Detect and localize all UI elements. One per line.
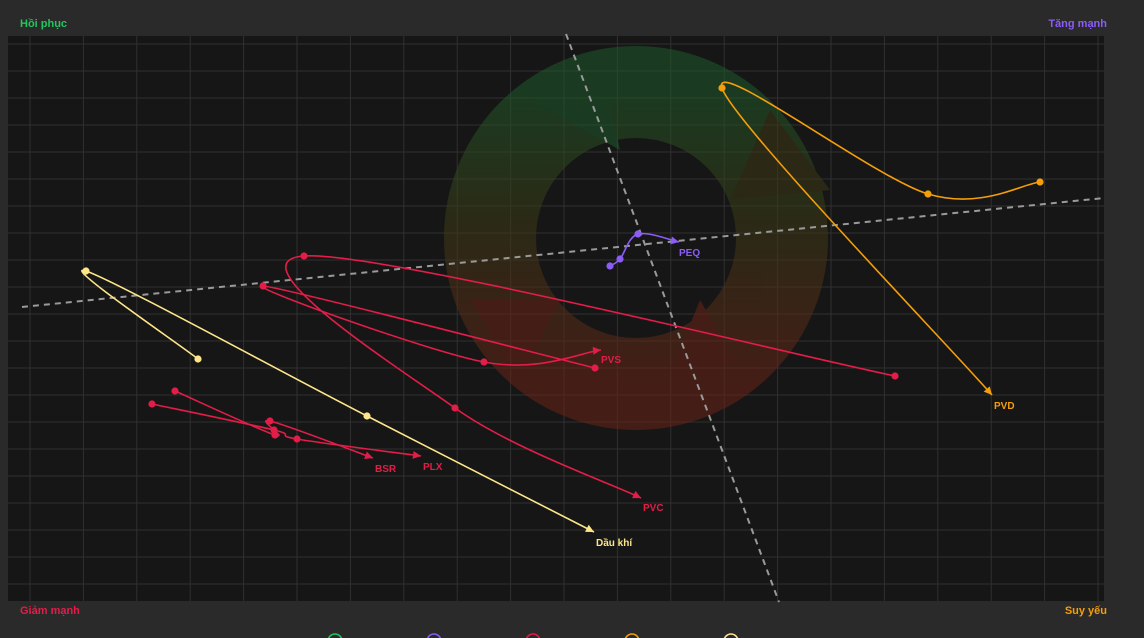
legend-marker[interactable] xyxy=(624,633,640,638)
series-trails: PVD PEQ PVS PVC BSR PLX Dầu khí xyxy=(81,81,1044,549)
series-line-dau-khi xyxy=(81,269,595,533)
series-arrowhead xyxy=(632,490,641,499)
quadrant-label-top-left: Hồi phục xyxy=(20,18,67,30)
legend-marker[interactable] xyxy=(426,633,442,638)
data-point[interactable] xyxy=(616,255,624,263)
series-line-peq xyxy=(609,232,680,267)
data-point[interactable] xyxy=(259,282,267,290)
data-point[interactable] xyxy=(171,387,179,395)
quadrant-label-bottom-right: Suy yếu xyxy=(1065,605,1107,617)
series-dau-khi: Dầu khí xyxy=(81,267,633,549)
quadrant-label-top-right: Tăng mạnh xyxy=(1048,18,1107,30)
series-line-pvc xyxy=(285,255,896,499)
data-point[interactable] xyxy=(293,435,301,443)
series-label: Dầu khí xyxy=(596,537,633,549)
data-point[interactable] xyxy=(300,252,308,260)
series-label: PVS xyxy=(601,355,621,366)
cycle-arrow-icon xyxy=(444,46,830,430)
data-point[interactable] xyxy=(718,84,726,92)
data-point[interactable] xyxy=(634,230,642,238)
data-point[interactable] xyxy=(266,417,274,425)
legend-marker[interactable] xyxy=(723,633,739,638)
series-line-pvd xyxy=(720,81,1041,396)
series-line-pvs xyxy=(260,285,602,369)
horizontal-reference-line xyxy=(21,197,1105,308)
data-point[interactable] xyxy=(1036,178,1044,186)
series-arrowhead xyxy=(592,346,601,355)
series-label: BSR xyxy=(375,464,397,475)
data-point[interactable] xyxy=(451,404,459,412)
series-label: PVD xyxy=(994,401,1015,412)
series-pvd: PVD xyxy=(718,81,1044,412)
reference-lines xyxy=(21,33,1105,603)
series-plx: PLX xyxy=(148,400,443,473)
grid xyxy=(8,36,1104,601)
data-point[interactable] xyxy=(891,372,899,380)
series-peq: PEQ xyxy=(606,230,700,270)
series-label: PLX xyxy=(423,462,443,473)
data-point[interactable] xyxy=(270,426,278,434)
data-point[interactable] xyxy=(148,400,156,408)
series-arrowhead xyxy=(412,450,421,459)
legend xyxy=(327,633,739,638)
series-label: PEQ xyxy=(679,248,700,259)
vertical-reference-line xyxy=(565,33,780,603)
series-arrowhead xyxy=(670,236,679,245)
legend-marker[interactable] xyxy=(525,633,541,638)
legend-marker[interactable] xyxy=(327,633,343,638)
data-point[interactable] xyxy=(924,190,932,198)
series-line-plx xyxy=(151,403,422,457)
quadrant-label-bottom-left: Giảm mạnh xyxy=(20,605,80,617)
series-pvc: PVC xyxy=(285,252,899,514)
data-point[interactable] xyxy=(591,364,599,372)
data-point[interactable] xyxy=(82,267,90,275)
series-arrowhead xyxy=(983,386,992,395)
series-pvs: PVS xyxy=(259,282,621,372)
data-point[interactable] xyxy=(363,412,371,420)
series-arrowhead xyxy=(585,524,594,532)
data-point[interactable] xyxy=(480,358,488,366)
data-point[interactable] xyxy=(606,262,614,270)
data-point[interactable] xyxy=(194,355,202,363)
series-arrowhead xyxy=(364,451,373,460)
series-label: PVC xyxy=(643,503,664,514)
